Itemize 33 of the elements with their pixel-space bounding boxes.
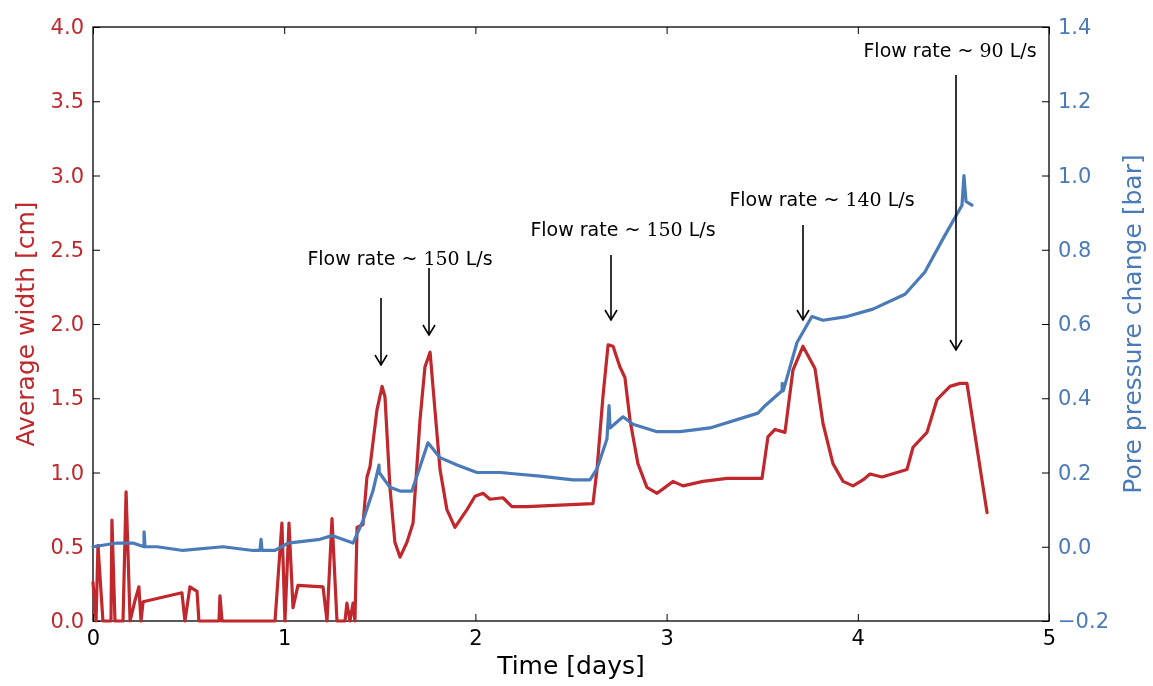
y2-tick-label: 0.8	[1058, 237, 1092, 262]
y2-tick-label: 0.6	[1058, 312, 1092, 337]
y2-tick-label: 1.2	[1058, 89, 1092, 114]
y-tick-label: 1.5	[50, 386, 84, 411]
x-tick-label: 2	[469, 625, 483, 650]
x-tick-label: 1	[278, 625, 292, 650]
annotation: Flow rate ~ 150 L/s	[307, 247, 493, 269]
y2-tick-label: 0.0	[1058, 534, 1092, 559]
y-tick-label: 3.5	[50, 89, 84, 114]
line-series	[91, 343, 989, 623]
y-tick-label: 2.5	[50, 237, 84, 262]
y-tick-label: 3.0	[50, 163, 84, 188]
line-series	[91, 173, 974, 553]
y-tick-label: 2.0	[50, 312, 84, 337]
y2-tick-label: 0.2	[1058, 460, 1092, 485]
annotation: Flow rate ~ 90 L/s	[863, 39, 1037, 61]
y2-tick-label: 1.0	[1058, 163, 1092, 188]
y2-axis-title: Pore pressure change [bar]	[1118, 154, 1147, 494]
y-tick-label: 4.0	[50, 15, 84, 40]
x-tick-label: 0	[86, 625, 101, 650]
y-tick-label: 0.5	[50, 534, 84, 559]
y-axis-title: Average width [cm]	[11, 201, 40, 447]
y-tick-label: 1.0	[50, 460, 84, 485]
y2-tick-label: 1.4	[1058, 15, 1092, 40]
y-tick-label: 0.0	[50, 609, 84, 634]
y2-tick-label: 0.4	[1058, 386, 1092, 411]
annotation: Flow rate ~ 140 L/s	[729, 188, 915, 210]
annotation: Flow rate ~ 150 L/s	[530, 218, 716, 240]
x-tick-label: 5	[1042, 625, 1057, 650]
y2-tick-label: −0.2	[1058, 609, 1109, 634]
x-tick-label: 4	[851, 625, 865, 650]
x-tick-label: 3	[660, 625, 674, 650]
x-axis-title: Time [days]	[496, 651, 645, 680]
